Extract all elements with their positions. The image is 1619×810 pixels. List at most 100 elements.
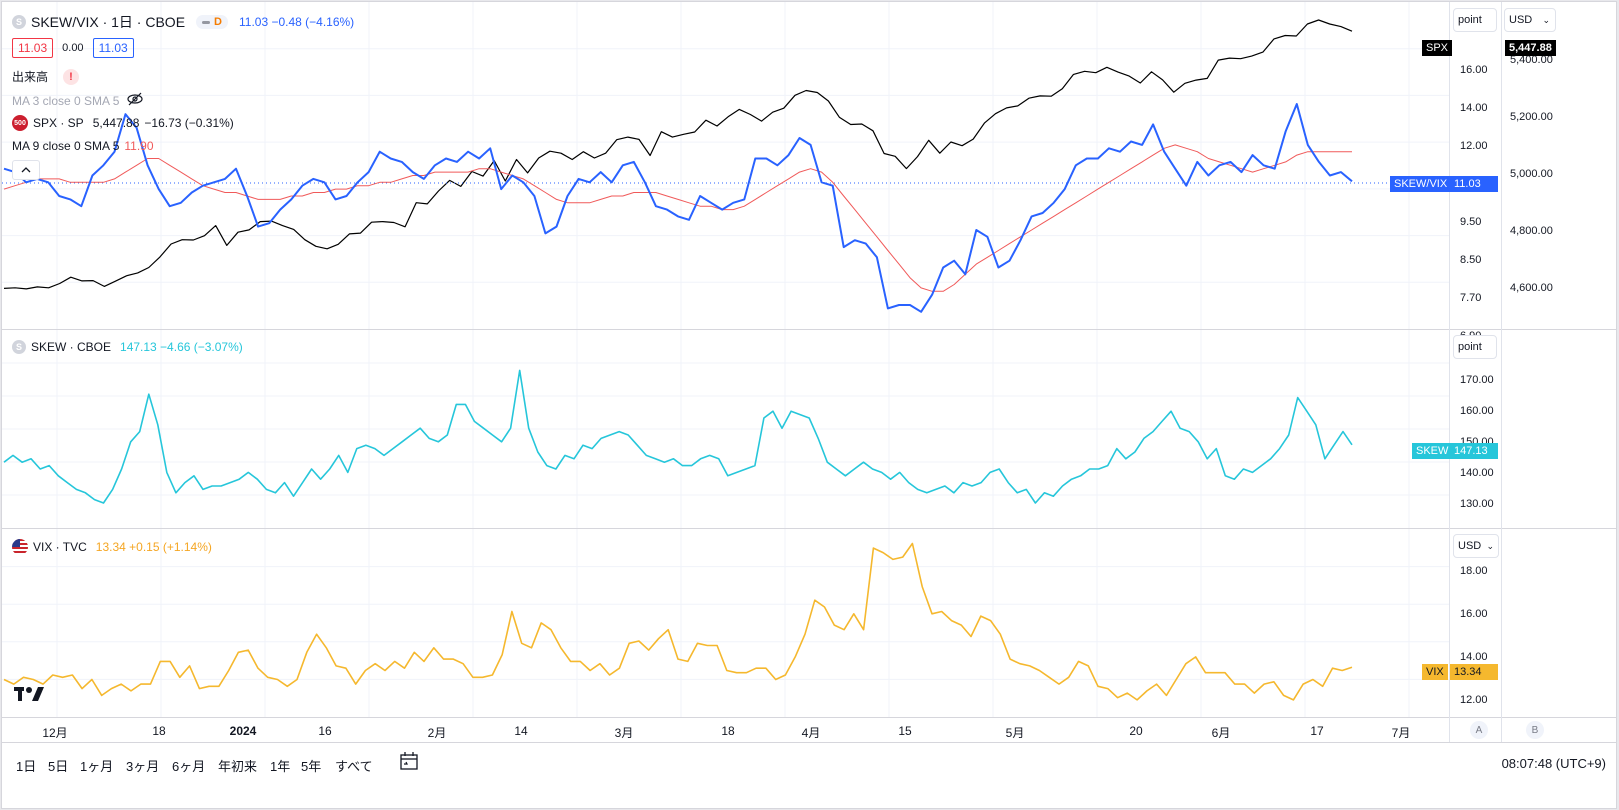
- skew-scale-tick: 130.00: [1460, 498, 1494, 510]
- time-axis-label: 20: [1129, 724, 1143, 738]
- bid-ask-row: 11.03 0.00 11.03: [12, 38, 134, 58]
- ma-series-line[interactable]: [3, 144, 1352, 292]
- price-scale-border: [1501, 2, 1502, 742]
- time-axis-separator: [2, 717, 1616, 718]
- skew-pane[interactable]: [2, 330, 1497, 528]
- vix-currency-select[interactable]: USD ⌄: [1453, 534, 1499, 558]
- range-button[interactable]: 年初来: [218, 759, 258, 774]
- vix-price-tag: 13.34: [1450, 664, 1498, 680]
- delayed-badge: D: [214, 16, 222, 28]
- vix-legend[interactable]: VIX · TVC 13.34 +0.15 (+1.14%): [12, 539, 212, 555]
- collapse-legend-button[interactable]: [12, 160, 40, 180]
- time-axis-label: 7月: [1391, 726, 1411, 740]
- bid-box[interactable]: 11.03: [12, 38, 54, 58]
- ask-box[interactable]: 11.03: [92, 38, 134, 58]
- market-status-toggle[interactable]: D: [196, 15, 228, 29]
- currency-value: USD: [1509, 14, 1533, 26]
- volume-label: 出来高: [12, 70, 49, 84]
- time-axis-label: 17: [1310, 724, 1324, 738]
- ratio-tag: SKEW/VIX: [1390, 176, 1452, 192]
- time-axis-label: 16: [318, 724, 332, 738]
- tradingview-logo-icon[interactable]: [14, 685, 46, 708]
- spx-change: −16.73 (−0.31%): [144, 116, 234, 130]
- range-button[interactable]: 1年: [270, 759, 291, 774]
- right-scale-tick: 5,000.00: [1510, 168, 1553, 180]
- time-axis-label: 3月: [614, 726, 634, 740]
- auto-scale-button[interactable]: A: [1470, 721, 1488, 739]
- skew-scale-tick: 170.00: [1460, 374, 1494, 386]
- time-axis-label: 15: [898, 724, 912, 738]
- main-plot[interactable]: [2, 2, 1497, 329]
- right-scale-tick: 4,800.00: [1510, 225, 1553, 237]
- skew-tag: SKEW: [1412, 443, 1453, 459]
- vix-plot[interactable]: [2, 529, 1497, 717]
- spx-value: 5,447.88: [92, 116, 140, 130]
- main-pane[interactable]: [2, 2, 1497, 329]
- us-flag-icon: [12, 539, 28, 555]
- symbol-icon: S: [12, 15, 26, 29]
- skew-scale-mode-button[interactable]: point: [1453, 335, 1497, 359]
- ma3-legend[interactable]: MA 3 close 0 SMA 5: [12, 92, 144, 109]
- spx-price-tag: 5,447.88: [1505, 40, 1556, 56]
- spx-legend[interactable]: 500 SPX · SP 5,447.88 −16.73 (−0.31%): [12, 115, 234, 131]
- currency-value: USD: [1458, 540, 1482, 552]
- spx-label: SPX · SP: [33, 116, 84, 130]
- range-button[interactable]: すべて: [335, 759, 373, 774]
- left-scale-tick: 16.00: [1460, 64, 1488, 76]
- log-scale-button[interactable]: B: [1526, 721, 1544, 739]
- vix-scale-tick: 16.00: [1460, 608, 1488, 620]
- vix-title: VIX · TVC: [33, 540, 87, 554]
- time-axis-label: 18: [721, 724, 735, 738]
- left-scale-tick: 12.00: [1460, 140, 1488, 152]
- right-scale-tick: 5,200.00: [1510, 111, 1553, 123]
- vix-summary: 13.34 +0.15 (+1.14%): [95, 540, 212, 554]
- chevron-down-icon: ⌄: [1542, 15, 1550, 25]
- range-button[interactable]: 3ヶ月: [126, 759, 160, 774]
- vix-tag: VIX: [1422, 664, 1448, 680]
- vix-scale-tick: 18.00: [1460, 565, 1488, 577]
- left-scale-tick: 8.50: [1460, 254, 1482, 266]
- price-scale-border: [1449, 2, 1450, 742]
- scale-mode-button[interactable]: point: [1453, 8, 1497, 32]
- range-button[interactable]: 1日: [16, 759, 37, 774]
- time-axis-label: 5月: [1005, 726, 1025, 740]
- chevron-up-icon: [21, 167, 31, 173]
- time-axis-label: 2024: [229, 724, 257, 738]
- dash-icon: [202, 20, 211, 24]
- ma3-label: MA 3 close 0 SMA 5: [12, 93, 120, 108]
- skew-series-line[interactable]: [3, 369, 1353, 504]
- ma9-value: 11.90: [124, 139, 154, 153]
- spread-value: 0.00: [62, 42, 84, 54]
- warning-icon[interactable]: !: [63, 68, 80, 85]
- hidden-eye-icon[interactable]: [126, 92, 144, 109]
- vix-pane[interactable]: [2, 529, 1497, 717]
- ma9-legend[interactable]: MA 9 close 0 SMA 5 11.90: [12, 139, 154, 153]
- symbol-title[interactable]: SKEW/VIX · 1日 · CBOE: [31, 14, 186, 30]
- skew-legend[interactable]: S SKEW · CBOE 147.13 −4.66 (−3.07%): [12, 340, 243, 354]
- time-axis-label: 4月: [801, 726, 821, 740]
- right-scale-tick: 4,600.00: [1510, 282, 1553, 294]
- clock-display[interactable]: 08:07:48 (UTC+9): [1501, 756, 1606, 771]
- range-button[interactable]: 1ヶ月: [80, 759, 114, 774]
- pane-separator[interactable]: [2, 528, 1616, 529]
- skew-summary: 147.13 −4.66 (−3.07%): [120, 340, 243, 354]
- range-button[interactable]: 5年: [301, 759, 322, 774]
- ratio-price-tag: 11.03: [1450, 176, 1498, 192]
- skew-vix-series-line[interactable]: [3, 103, 1353, 313]
- main-legend-title[interactable]: S SKEW/VIX · 1日 · CBOE D 11.03 −0.48 (−4…: [12, 12, 354, 32]
- skew-price-tag: 147.13: [1450, 443, 1498, 459]
- skew-plot[interactable]: [2, 330, 1497, 528]
- range-button[interactable]: 5日: [48, 759, 69, 774]
- range-button[interactable]: 6ヶ月: [172, 759, 206, 774]
- ma9-label: MA 9 close 0 SMA 5: [12, 139, 120, 153]
- date-range-icon[interactable]: [398, 750, 420, 777]
- bottom-toolbar-separator: [2, 742, 1616, 743]
- currency-select[interactable]: USD ⌄: [1504, 8, 1556, 32]
- volume-legend[interactable]: 出来高 !: [12, 68, 80, 85]
- time-axis-label: 2月: [427, 726, 447, 740]
- price-summary: 11.03 −0.48 (−4.16%): [238, 15, 355, 29]
- time-axis-label: 12月: [42, 726, 68, 740]
- pane-separator[interactable]: [2, 329, 1616, 330]
- vix-series-line[interactable]: [3, 542, 1353, 701]
- spx-series-line[interactable]: [3, 19, 1353, 290]
